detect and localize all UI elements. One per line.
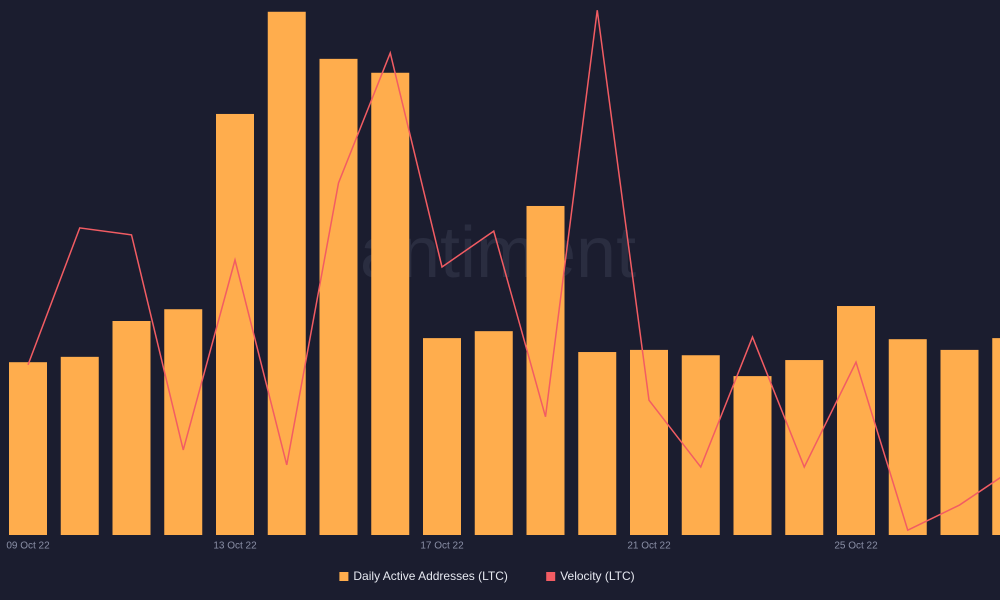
bar: [940, 349, 979, 535]
legend-label: Velocity (LTC): [560, 569, 634, 583]
legend-label: Daily Active Addresses (LTC): [353, 569, 508, 583]
x-tick-label: 17 Oct 22: [420, 541, 464, 552]
watermark: santiment: [324, 213, 636, 293]
x-tick-label: 21 Oct 22: [627, 541, 671, 552]
bar: [371, 72, 410, 535]
line: [27, 10, 1000, 532]
bar: [785, 360, 824, 535]
bar: [681, 355, 720, 535]
bar: [474, 331, 513, 535]
bar: [112, 321, 151, 535]
bar: [60, 356, 99, 535]
x-tick-label: 09 Oct 22: [6, 541, 50, 552]
bar: [267, 11, 306, 535]
bar: [578, 352, 617, 535]
legend-swatch: [546, 572, 556, 581]
bar: [733, 376, 772, 535]
legend-swatch: [339, 572, 349, 581]
bar: [992, 338, 1000, 535]
bar: [9, 362, 47, 535]
bar: [216, 113, 254, 535]
bar: [319, 58, 358, 535]
bar: [164, 309, 203, 535]
x-tick-label: 25 Oct 22: [834, 541, 878, 552]
bar: [423, 338, 461, 535]
x-tick-label: 13 Oct 22: [213, 541, 257, 552]
bar: [630, 349, 668, 535]
bar: [837, 306, 875, 535]
bar: [888, 339, 927, 535]
